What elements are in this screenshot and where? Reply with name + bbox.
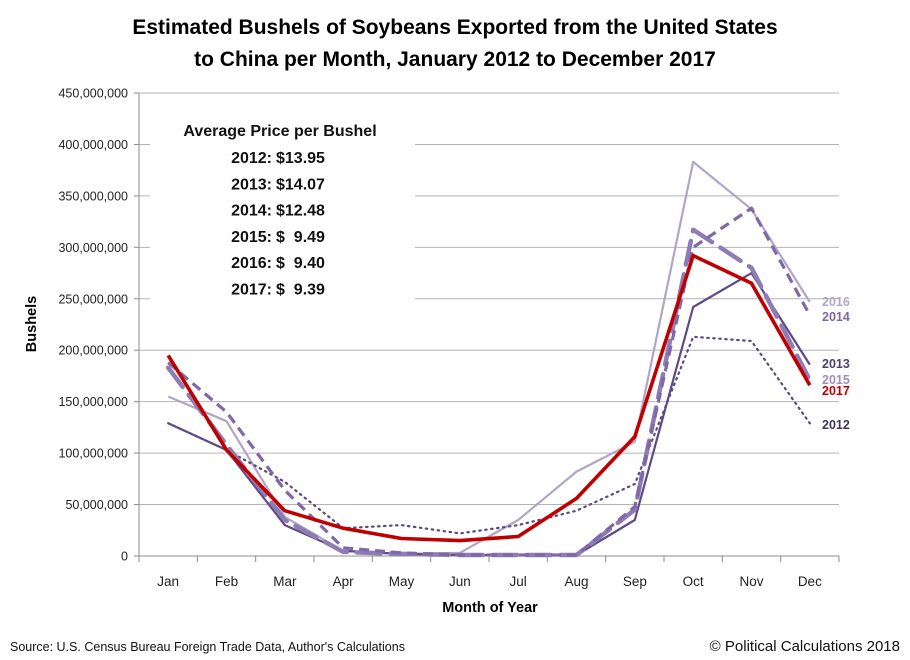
series-2013 — [167, 272, 811, 557]
annotation-row: 2016: $ 9.40 — [231, 255, 325, 272]
legend-label-2015: 2015 — [822, 373, 850, 387]
chart-title-line-1: Estimated Bushels of Soybeans Exported f… — [132, 16, 777, 39]
x-tick-label: Dec — [798, 574, 822, 589]
legend-label-2012: 2012 — [822, 418, 850, 432]
y-tick-label: 350,000,000 — [58, 189, 128, 203]
y-tick-label: 150,000,000 — [58, 395, 128, 409]
y-tick-label: 200,000,000 — [58, 344, 128, 358]
series-line-2014 — [167, 206, 812, 557]
x-tick-label: Nov — [739, 574, 763, 589]
annotation-background — [150, 112, 415, 302]
annotation-heading: Average Price per Bushel — [183, 123, 376, 140]
x-tick-label: Mar — [273, 574, 297, 589]
annotation-price: $12.48 — [276, 203, 325, 220]
legend-label-2013: 2013 — [822, 357, 850, 371]
y-tick-label: 300,000,000 — [58, 241, 128, 255]
legend-label-2014: 2014 — [822, 310, 850, 324]
annotation-row: 2014: $12.48 — [231, 203, 325, 220]
x-tick-label: Jan — [157, 574, 179, 589]
annotation-row: 2012: $13.95 — [231, 150, 325, 167]
annotation-price: $ 9.39 — [276, 282, 325, 299]
x-tick-label: Jun — [449, 574, 471, 589]
annotation-row: 2013: $14.07 — [231, 176, 325, 193]
x-tick-label: Aug — [564, 574, 588, 589]
legend-label-2017: 2017 — [822, 384, 850, 398]
annotation-year: 2016: — [231, 255, 272, 272]
annotation-price: $ 9.40 — [276, 255, 325, 272]
x-tick-label: Sep — [623, 574, 647, 589]
x-axis-ticks: Jan Feb Mar Apr May Jun Jul Aug Sep Oct Nov Dec — [138, 556, 840, 589]
price-annotation: Average Price per Bushel 2012: $13.952013… — [150, 112, 415, 302]
annotation-price: $14.07 — [276, 176, 325, 193]
series-2017 — [166, 253, 812, 543]
series-lines — [165, 160, 813, 558]
y-tick-label: 50,000,000 — [65, 498, 128, 512]
y-tick-label: 450,000,000 — [58, 87, 128, 101]
x-tick-label: Feb — [215, 574, 238, 589]
annotation-price: $ 9.49 — [276, 229, 325, 246]
annotation-year: 2017: — [231, 282, 272, 299]
series-line-2015 — [165, 227, 813, 558]
x-tick-label: Apr — [333, 574, 355, 589]
x-tick-label: Jul — [510, 574, 527, 589]
y-tick-label: 250,000,000 — [58, 292, 128, 306]
x-axis-title: Month of Year — [442, 600, 538, 616]
annotation-year: 2013: — [231, 176, 272, 193]
annotation-row: 2017: $ 9.39 — [231, 282, 325, 299]
legend-label-2016: 2016 — [822, 295, 850, 309]
series-2012 — [167, 335, 811, 535]
y-axis-title: Bushels — [24, 296, 40, 352]
y-tick-label: 400,000,000 — [58, 138, 128, 152]
series-line-2013 — [167, 272, 811, 557]
annotation-year: 2014: — [231, 203, 272, 220]
annotation-year: 2015: — [231, 229, 272, 246]
x-tick-label: Oct — [683, 574, 704, 589]
annotation-row: 2015: $ 9.49 — [231, 229, 325, 246]
chart-title-line-2: to China per Month, January 2012 to Dece… — [194, 48, 716, 71]
series-2014 — [167, 206, 812, 557]
copyright-note: © Political Calculations 2018 — [710, 638, 900, 655]
annotation-price: $13.95 — [276, 150, 325, 167]
series-line-2017 — [166, 253, 812, 543]
series-line-2012 — [167, 335, 811, 535]
x-tick-label: May — [389, 574, 415, 589]
y-tick-label: 100,000,000 — [58, 447, 128, 461]
source-note: Source: U.S. Census Bureau Foreign Trade… — [10, 640, 405, 654]
y-tick-label: 0 — [121, 550, 128, 564]
annotation-year: 2012: — [231, 150, 272, 167]
y-axis-ticks: 0 50,000,000 100,000,000 150,000,000 200,000… — [58, 87, 139, 564]
